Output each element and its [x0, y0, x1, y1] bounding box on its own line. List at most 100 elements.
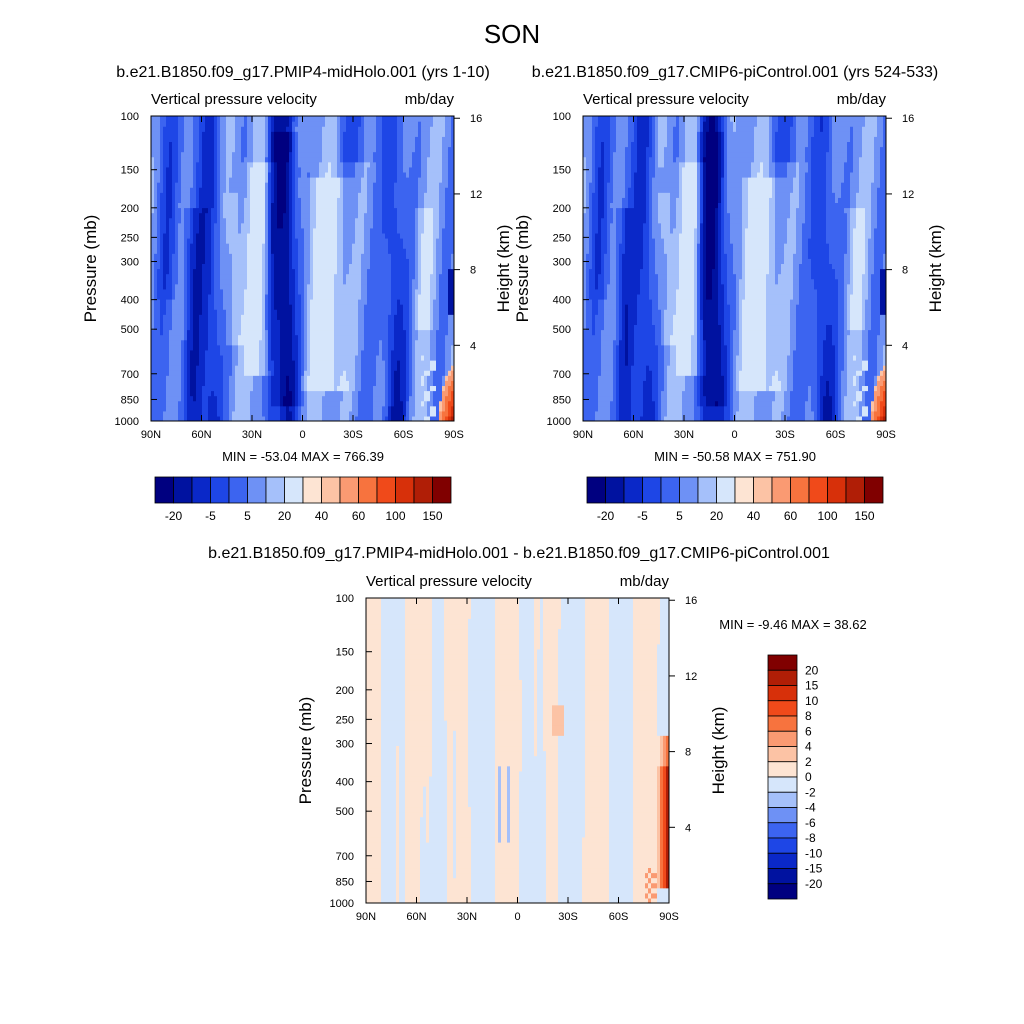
field-cell	[337, 329, 341, 336]
field-cell	[331, 349, 335, 356]
field-cell	[211, 166, 215, 173]
field-cell	[184, 278, 188, 285]
field-cell	[307, 385, 311, 392]
field-cell	[376, 171, 380, 178]
field-cell	[319, 182, 323, 188]
field-cell	[328, 238, 332, 244]
field-cell	[316, 324, 320, 331]
field-cell	[154, 339, 158, 346]
field-cell	[163, 136, 167, 143]
field-cell	[340, 349, 344, 356]
field-cell	[355, 385, 359, 392]
field-cell	[328, 212, 332, 219]
field-cell	[181, 116, 185, 122]
field-cell	[346, 248, 350, 254]
field-cell	[337, 192, 341, 198]
field-cell	[202, 263, 206, 270]
field-cell	[259, 166, 263, 173]
field-cell	[151, 197, 155, 204]
field-cell	[298, 314, 302, 320]
field-cell	[367, 314, 371, 320]
field-cell	[373, 314, 377, 320]
field-cell	[220, 288, 224, 295]
field-cell	[268, 263, 272, 270]
field-cell	[166, 278, 170, 285]
field-cell	[337, 304, 341, 310]
field-cell	[202, 370, 206, 376]
field-cell	[235, 329, 239, 336]
field-cell	[337, 146, 341, 153]
field-cell	[262, 360, 266, 366]
field-cell	[307, 273, 311, 280]
field-cell	[298, 263, 302, 270]
field-cell	[214, 405, 218, 412]
field-cell	[238, 227, 242, 234]
field-cell	[325, 314, 329, 320]
field-cell	[319, 400, 323, 407]
field-cell	[349, 166, 353, 173]
field-cell	[397, 304, 401, 310]
field-cell	[385, 126, 389, 132]
field-cell	[214, 365, 218, 371]
field-cell	[361, 202, 365, 209]
field-cell	[379, 121, 383, 127]
field-cell	[373, 156, 377, 163]
field-cell	[382, 390, 386, 397]
field-cell	[256, 309, 260, 315]
field-cell	[364, 197, 368, 204]
field-cell	[334, 248, 338, 254]
field-cell	[328, 151, 332, 158]
field-cell	[307, 197, 311, 204]
field-cell	[286, 166, 290, 173]
field-cell	[187, 268, 191, 275]
field-cell	[268, 410, 272, 417]
field-cell	[271, 258, 275, 265]
field-cell	[151, 293, 155, 300]
field-cell	[160, 273, 164, 280]
field-cell	[379, 334, 383, 341]
field-cell	[253, 385, 257, 392]
field-cell	[184, 349, 188, 356]
field-cell	[322, 375, 326, 381]
field-cell	[250, 293, 254, 300]
field-cell	[334, 283, 338, 290]
field-cell	[337, 309, 341, 315]
field-cell	[313, 293, 317, 300]
field-cell	[352, 126, 356, 132]
field-cell	[385, 131, 389, 137]
field-cell	[196, 400, 200, 407]
field-cell	[235, 309, 239, 315]
field-cell	[262, 248, 266, 254]
field-cell	[280, 390, 284, 397]
field-cell	[214, 161, 218, 168]
field-cell	[223, 248, 227, 254]
field-cell	[205, 222, 209, 229]
field-cell	[187, 171, 191, 178]
field-cell	[304, 319, 308, 326]
field-cell	[292, 319, 296, 326]
field-cell	[346, 253, 350, 259]
field-cell	[280, 349, 284, 356]
field-cell	[199, 177, 203, 183]
field-cell	[238, 314, 242, 320]
field-cell	[163, 268, 167, 275]
field-cell	[256, 349, 260, 356]
field-cell	[268, 222, 272, 229]
field-cell	[358, 283, 362, 290]
field-cell	[376, 360, 380, 366]
field-cell	[175, 166, 179, 173]
field-cell	[376, 156, 380, 163]
field-cell	[370, 278, 374, 285]
field-cell	[223, 146, 227, 153]
field-cell	[352, 385, 356, 392]
field-cell	[181, 273, 185, 280]
field-cell	[181, 380, 185, 387]
field-cell	[283, 339, 287, 346]
field-cell	[265, 365, 269, 371]
field-cell	[289, 156, 293, 163]
field-cell	[364, 116, 368, 122]
field-cell	[253, 293, 257, 300]
field-cell	[307, 121, 311, 127]
field-cell	[361, 253, 365, 259]
field-cell	[184, 212, 188, 219]
